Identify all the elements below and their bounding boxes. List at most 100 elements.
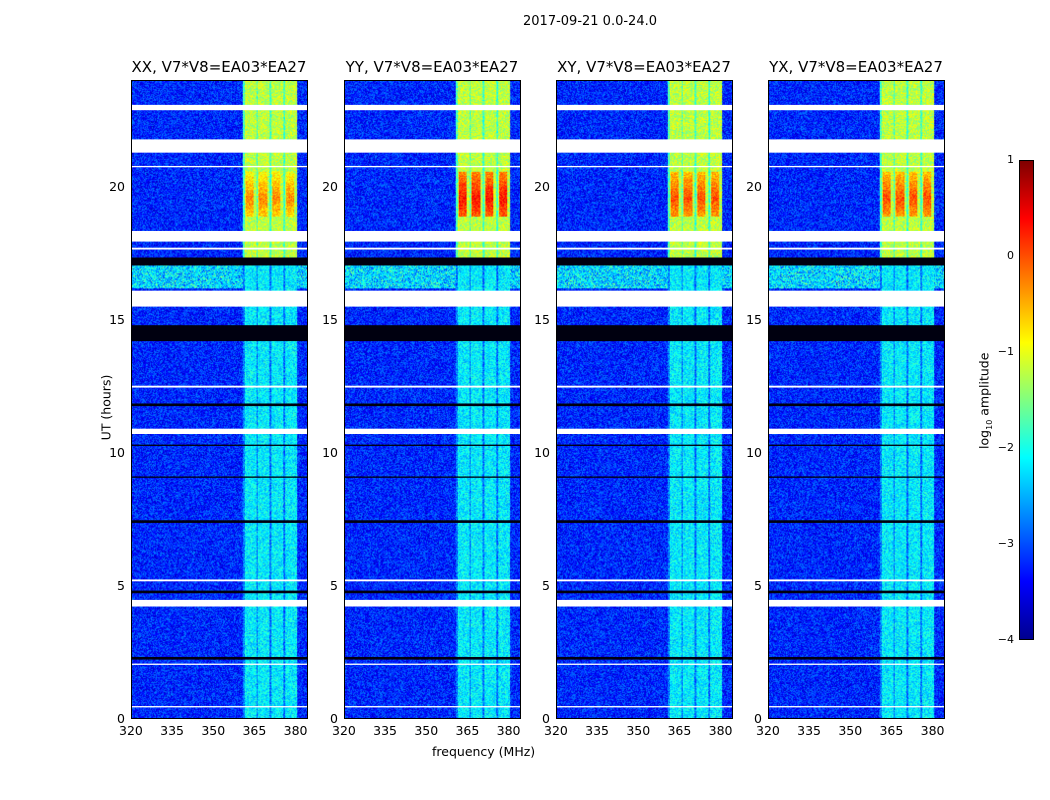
flagged-band	[769, 579, 944, 582]
dark-band	[345, 590, 520, 594]
dark-band	[557, 444, 732, 446]
figure-title: 2017-09-21 0.0-24.0	[523, 14, 657, 29]
x-tick-label: 365	[242, 723, 267, 738]
x-tick-label: 350	[414, 723, 439, 738]
heatmap-image	[132, 81, 307, 718]
waterfall-panel	[556, 80, 733, 719]
colorbar-tick-label: 0	[1007, 249, 1014, 262]
flagged-band	[345, 165, 520, 168]
colorbar	[1019, 160, 1034, 640]
flagged-band	[769, 599, 944, 607]
flagged-band	[769, 247, 944, 250]
flagged-band	[769, 104, 944, 111]
flagged-band	[345, 139, 520, 153]
colorbar-label: log10 amplitude	[976, 352, 994, 449]
x-tick-label: 380	[920, 723, 945, 738]
flagged-band	[345, 599, 520, 607]
dark-band	[769, 325, 944, 342]
dark-band	[557, 325, 732, 342]
flagged-band	[132, 385, 307, 388]
flagged-band	[132, 579, 307, 582]
flagged-band	[132, 104, 307, 111]
flagged-band	[345, 579, 520, 582]
flagged-band	[769, 706, 944, 708]
waterfall-panel	[131, 80, 308, 719]
colorbar-tick-label: −4	[997, 633, 1014, 646]
dark-band	[557, 403, 732, 407]
flagged-band	[345, 104, 520, 111]
x-tick-label: 350	[838, 723, 863, 738]
flagged-band	[132, 599, 307, 607]
flagged-band	[345, 230, 520, 242]
y-tick-label: 15	[322, 311, 338, 327]
heatmap-image	[345, 81, 520, 718]
flagged-band	[345, 290, 520, 307]
y-tick-label: 10	[746, 444, 762, 460]
heatmap-image	[769, 81, 944, 718]
waterfall-panel	[768, 80, 945, 719]
y-axis-label: UT (hours)	[98, 374, 114, 441]
y-tick-label: 5	[754, 577, 762, 593]
colorbar-tick-label: 1	[1007, 153, 1014, 166]
heatmap-image	[557, 81, 732, 718]
dark-band	[132, 325, 307, 342]
flagged-band	[132, 663, 307, 665]
flagged-band	[557, 428, 732, 435]
x-tick-label: 350	[201, 723, 226, 738]
dark-band	[132, 257, 307, 266]
dark-band	[769, 476, 944, 478]
y-tick-label: 20	[109, 178, 125, 194]
dark-band	[769, 656, 944, 660]
flagged-band	[132, 139, 307, 153]
dark-band	[557, 656, 732, 660]
colorbar-tick-label: −1	[997, 345, 1014, 358]
dark-band	[769, 257, 944, 266]
flagged-band	[557, 247, 732, 250]
flagged-band	[557, 165, 732, 168]
x-tick-label: 380	[283, 723, 308, 738]
flagged-band	[132, 706, 307, 708]
x-tick-label: 335	[585, 723, 610, 738]
flagged-band	[345, 247, 520, 250]
flagged-band	[132, 290, 307, 307]
dark-band	[345, 403, 520, 407]
dark-band	[769, 520, 944, 523]
y-tick-label: 5	[117, 577, 125, 593]
flagged-band	[345, 663, 520, 665]
dark-band	[557, 476, 732, 478]
y-tick-label: 0	[754, 711, 762, 726]
flagged-band	[132, 428, 307, 435]
flagged-band	[769, 290, 944, 307]
flagged-band	[769, 385, 944, 388]
x-tick-label: 365	[879, 723, 904, 738]
y-tick-label: 0	[330, 711, 338, 726]
y-tick-label: 5	[330, 577, 338, 593]
x-tick-label: 380	[496, 723, 521, 738]
y-tick-label: 15	[746, 311, 762, 327]
flagged-band	[769, 428, 944, 435]
flagged-band	[557, 706, 732, 708]
x-tick-label: 320	[119, 723, 143, 738]
x-tick-label: 320	[544, 723, 568, 738]
y-tick-label: 10	[534, 444, 550, 460]
flagged-band	[345, 706, 520, 708]
dark-band	[769, 444, 944, 446]
y-tick-label: 20	[322, 178, 338, 194]
y-tick-label: 0	[117, 711, 125, 726]
dark-band	[345, 257, 520, 266]
y-tick-label: 15	[534, 311, 550, 327]
flagged-band	[557, 230, 732, 242]
flagged-band	[557, 139, 732, 153]
x-tick-label: 380	[708, 723, 733, 738]
dark-band	[345, 476, 520, 478]
flagged-band	[557, 599, 732, 607]
dark-band	[557, 520, 732, 523]
flagged-band	[132, 230, 307, 242]
dark-band	[557, 257, 732, 266]
flagged-band	[345, 428, 520, 435]
flagged-band	[769, 139, 944, 153]
flagged-band	[557, 290, 732, 307]
flagged-band	[557, 385, 732, 388]
flagged-band	[769, 230, 944, 242]
